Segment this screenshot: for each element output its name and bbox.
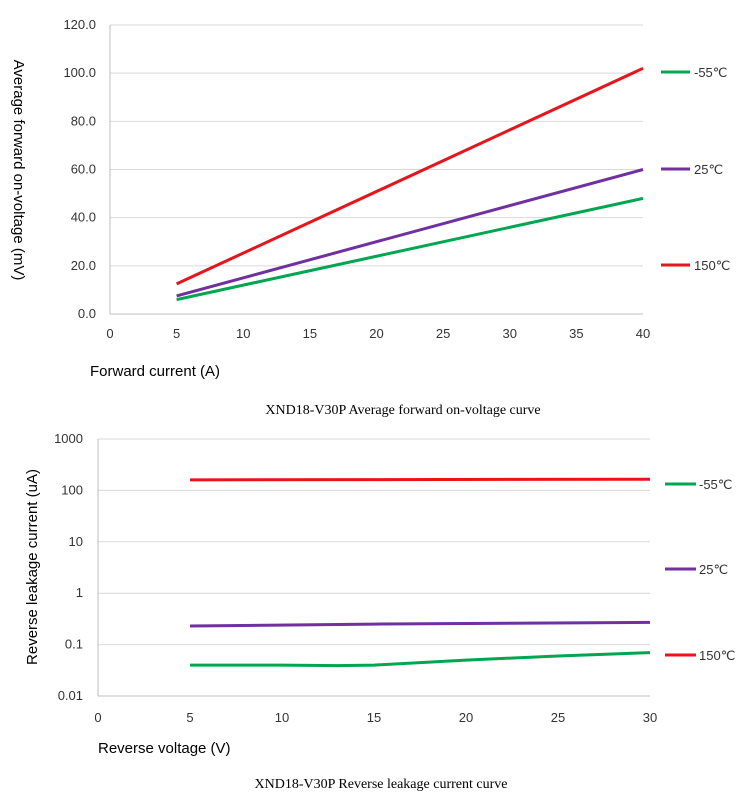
- chart2-x-tick-label: 10: [275, 710, 289, 725]
- chart1-series-line-0: [176, 196, 644, 302]
- chart2-caption: XND18-V30P Reverse leakage current curve: [255, 777, 508, 792]
- chart2-x-tick-label: 5: [186, 710, 193, 725]
- chart1-y-tick-label: 80.0: [71, 113, 96, 128]
- chart1-x-tick-label: 0: [106, 326, 113, 341]
- chart2-y-tick-label: 10: [69, 534, 83, 549]
- chart1-y-tick-label: 120.0: [63, 17, 96, 32]
- chart1-x-tick-label: 10: [236, 326, 250, 341]
- chart2-series-line-0: [190, 651, 651, 668]
- chart2-x-tick-label: 20: [459, 710, 473, 725]
- chart1-caption: XND18-V30P Average forward on-voltage cu…: [265, 403, 540, 418]
- chart2-y-axis-title: Reverse leakage current (uA): [24, 469, 41, 665]
- chart1-x-tick-label: 25: [436, 326, 450, 341]
- chart2-y-tick-label: 1: [76, 585, 83, 600]
- chart-reverse-leakage: 0.01 0.1 1 10 100 1000 0 5 10 15 20 25 30 -55℃ 25℃ 15…: [24, 431, 735, 792]
- chart2-y-tick-label: 0.1: [65, 637, 83, 652]
- chart1-legend-label: -55℃: [694, 65, 727, 80]
- chart1-y-tick-label: 100.0: [63, 65, 96, 80]
- chart2-legend-label: -55℃: [699, 477, 732, 492]
- chart1-legend-label: 150℃: [694, 258, 730, 273]
- chart1-x-tick-label: 30: [503, 326, 517, 341]
- chart2-x-tick-label: 0: [94, 710, 101, 725]
- chart1-series-line-1: [176, 168, 644, 298]
- chart2-series-line-1: [189, 620, 651, 628]
- chart1-legend-label: 25℃: [694, 162, 723, 177]
- chart1-y-tick-label: 0.0: [78, 306, 96, 321]
- chart-forward-voltage: 0.0 20.0 40.0 60.0 80.0 100.0 120.0 0 5 10 15 20 25…: [10, 17, 730, 418]
- chart1-y-tick-label: 40.0: [71, 210, 96, 225]
- chart2-y-tick-label: 1000: [54, 431, 83, 446]
- chart1-x-tick-label: 40: [636, 326, 650, 341]
- chart2-series-line-2: [189, 477, 651, 482]
- chart2-legend-label: 25℃: [699, 562, 728, 577]
- chart2-legend-label: 150℃: [699, 648, 735, 663]
- chart2-y-tick-label: 100: [61, 482, 83, 497]
- chart1-y-axis-title: Average forward on-voltage (mV): [10, 60, 27, 281]
- chart1-x-tick-label: 15: [303, 326, 317, 341]
- chart1-x-tick-label: 35: [569, 326, 583, 341]
- chart1-x-tick-label: 5: [173, 326, 180, 341]
- chart1-y-tick-label: 60.0: [71, 162, 96, 177]
- chart2-x-tick-label: 25: [551, 710, 565, 725]
- chart1-x-axis-title: Forward current (A): [90, 363, 220, 380]
- chart2-y-tick-label: 0.01: [58, 688, 83, 703]
- chart2-x-tick-label: 15: [367, 710, 381, 725]
- chart1-series-line-2: [175, 66, 644, 286]
- chart1-y-tick-label: 20.0: [71, 258, 96, 273]
- chart2-x-axis-title: Reverse voltage (V): [98, 740, 231, 757]
- chart2-x-tick-label: 30: [643, 710, 657, 725]
- chart1-x-tick-label: 20: [369, 326, 383, 341]
